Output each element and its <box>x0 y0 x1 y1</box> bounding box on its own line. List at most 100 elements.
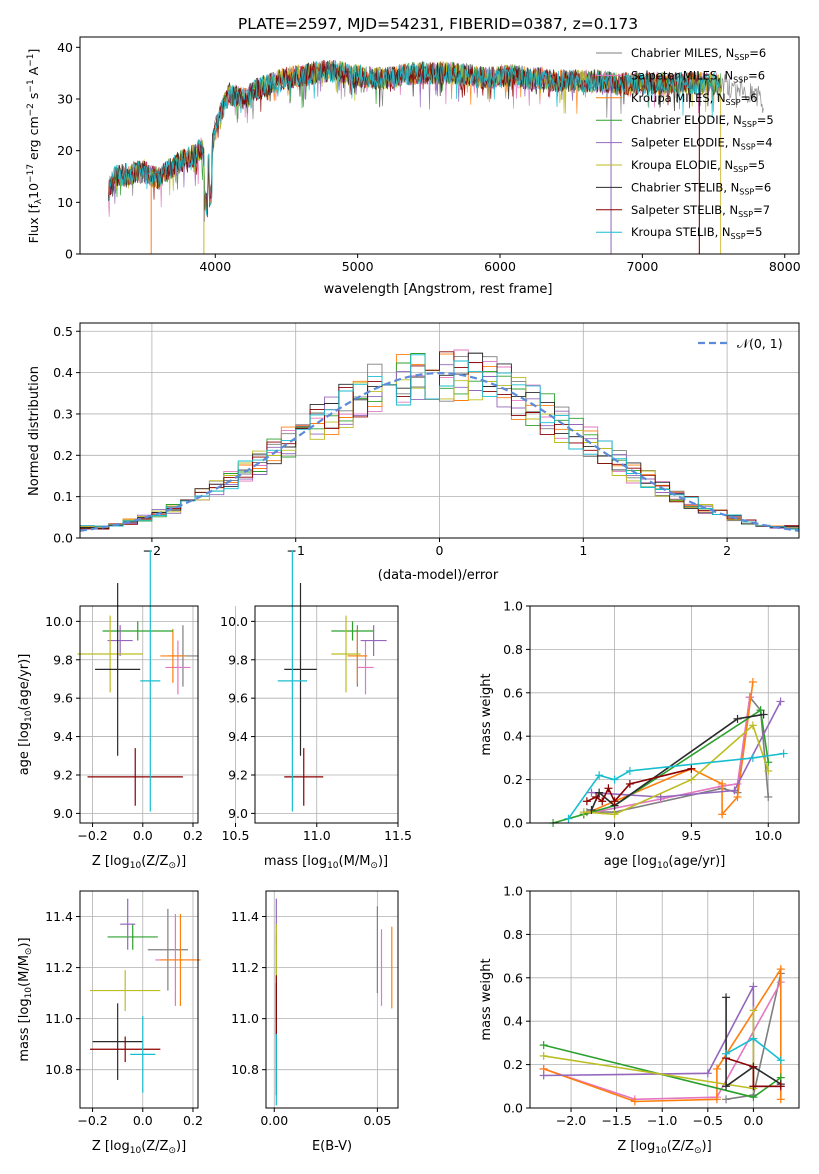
y-tick-label: 0.4 <box>53 365 73 380</box>
weight-line <box>552 708 770 824</box>
x-tick-label: 11.5 <box>384 828 412 843</box>
mass_vs_Z-frame <box>79 890 199 1109</box>
x-axis-label: mass [log10(M/M⊙)] <box>264 854 388 871</box>
y-axis-label: mass weight <box>479 673 494 755</box>
x-axis-label: Z [log10(Z/Z⊙)] <box>92 1139 186 1156</box>
y-tick-label: 10.0 <box>45 614 73 629</box>
histogram-series <box>80 351 799 538</box>
y-tick-label: 9.2 <box>53 767 73 782</box>
y-tick-label: 1.0 <box>503 884 523 899</box>
y-tick-label: 0.4 <box>503 1014 523 1029</box>
x-tick-label: 5000 <box>342 259 374 274</box>
y-tick-label: 0.4 <box>503 729 523 744</box>
y-tick-label: 9.0 <box>53 806 73 821</box>
x-axis-label: age [log10(age/yr)] <box>604 854 726 871</box>
x-tick-label: −0.2 <box>77 1113 107 1128</box>
y-tick-label: 0.2 <box>503 772 523 787</box>
y-tick-label: 11.0 <box>231 1011 259 1026</box>
page-title: PLATE=2597, MJD=54231, FIBERID=0387, z=0… <box>238 15 638 33</box>
y-tick-label: 0.2 <box>53 448 73 463</box>
y-tick-label: 9.6 <box>228 691 248 706</box>
histogram-series <box>80 354 799 538</box>
x-axis-label: (data-model)/error <box>378 568 499 583</box>
x-tick-label: 10.5 <box>222 828 250 843</box>
y-tick-label: 0 <box>65 247 73 262</box>
weight-line <box>543 966 782 1103</box>
y-tick-label: 11.4 <box>231 909 259 924</box>
y-tick-label: 10.8 <box>231 1062 259 1077</box>
gaussian-curve <box>80 371 799 532</box>
legend-label: Salpeter ELODIE, NSSP=4 <box>631 136 773 152</box>
mass_vs_ebv-points <box>275 898 393 1106</box>
y-tick-label: 11.4 <box>45 909 73 924</box>
y-tick-label: 30 <box>57 92 73 107</box>
age_vs_mass-frame <box>254 605 399 824</box>
y-axis-label: mass weight <box>479 958 494 1040</box>
x-tick-label: −1.0 <box>647 1113 677 1128</box>
y-tick-label: 0.6 <box>503 970 523 985</box>
x-tick-label: 6000 <box>484 259 516 274</box>
x-tick-label: 0.00 <box>260 1113 288 1128</box>
spectrum-frame <box>79 36 800 255</box>
legend-label: Chabrier MILES, NSSP=6 <box>631 46 766 62</box>
legend-label: Chabrier ELODIE, NSSP=5 <box>631 113 774 129</box>
y-tick-label: 9.8 <box>53 652 73 667</box>
y-tick-label: 9.0 <box>228 806 248 821</box>
x-tick-label: −2.0 <box>556 1113 586 1128</box>
spectrum-line <box>108 60 721 216</box>
histograms <box>80 349 799 538</box>
legend-label: Kroupa MILES, NSSP=6 <box>631 91 757 107</box>
weight-line <box>567 752 784 820</box>
x-tick-label: 9.0 <box>605 828 625 843</box>
x-tick-label: 2 <box>723 543 731 558</box>
x-tick-label: 9.5 <box>681 828 701 843</box>
x-tick-label: 11.0 <box>303 828 331 843</box>
x-tick-label: −0.5 <box>693 1113 723 1128</box>
y-tick-label: 11.2 <box>45 960 73 975</box>
massweight_vs_age-lines <box>549 677 788 827</box>
weight-line <box>725 997 782 1088</box>
x-axis-label: Z [log10(Z/Z⊙)] <box>92 854 186 871</box>
y-tick-label: 40 <box>57 40 73 55</box>
age-mass-points <box>277 550 387 812</box>
x-axis-label: E(B-V) <box>312 1139 352 1154</box>
y-tick-label: 11.2 <box>231 960 259 975</box>
y-axis-label: age [log10(age/yr)] <box>17 654 34 776</box>
y-tick-label: 20 <box>57 143 73 158</box>
x-tick-label: 0.2 <box>183 828 203 843</box>
weight-line <box>543 981 782 1101</box>
y-tick-label: 9.4 <box>228 729 248 744</box>
y-tick-label: 0.6 <box>503 685 523 700</box>
legend-label: Kroupa ELODIE, NSSP=5 <box>631 158 765 174</box>
y-tick-label: 0.8 <box>503 927 523 942</box>
y-tick-label: 0.0 <box>53 531 73 546</box>
y-tick-label: 9.6 <box>53 691 73 706</box>
x-tick-label: 0.0 <box>133 1113 153 1128</box>
y-axis-label: Flux [fλ10−17 erg cm−2 s−1 A−1] <box>26 49 44 244</box>
weight-line <box>591 701 782 798</box>
massweight_vs_Z-lines <box>539 965 785 1106</box>
y-tick-label: 9.4 <box>53 729 73 744</box>
spectrum-lines <box>108 59 764 254</box>
y-tick-label: 0.8 <box>503 642 523 657</box>
y-tick-label: 10.8 <box>45 1062 73 1077</box>
x-tick-label: 0.05 <box>363 1113 391 1128</box>
legend-label: Salpeter MILES, NSSP=6 <box>631 68 765 84</box>
x-tick-label: 4000 <box>199 259 231 274</box>
weight-line <box>583 681 754 817</box>
y-tick-label: 1.0 <box>503 599 523 614</box>
x-tick-label: 1 <box>579 543 587 558</box>
y-tick-label: 9.8 <box>228 652 248 667</box>
x-tick-label: 0.0 <box>743 1113 763 1128</box>
residuals-frame <box>79 322 800 539</box>
age_vs_Z-points <box>77 550 198 812</box>
x-tick-label: 0.0 <box>133 828 153 843</box>
mass_vs_Z-points <box>90 898 201 1093</box>
x-tick-label: 10.0 <box>754 828 782 843</box>
x-axis-label: wavelength [Angstrom, rest frame] <box>324 282 553 297</box>
y-tick-label: 0.2 <box>503 1057 523 1072</box>
massweight_vs_Z-frame <box>529 890 800 1109</box>
y-tick-label: 0.1 <box>53 489 73 504</box>
y-tick-label: 10 <box>57 195 73 210</box>
y-tick-label: 0.3 <box>53 406 73 421</box>
